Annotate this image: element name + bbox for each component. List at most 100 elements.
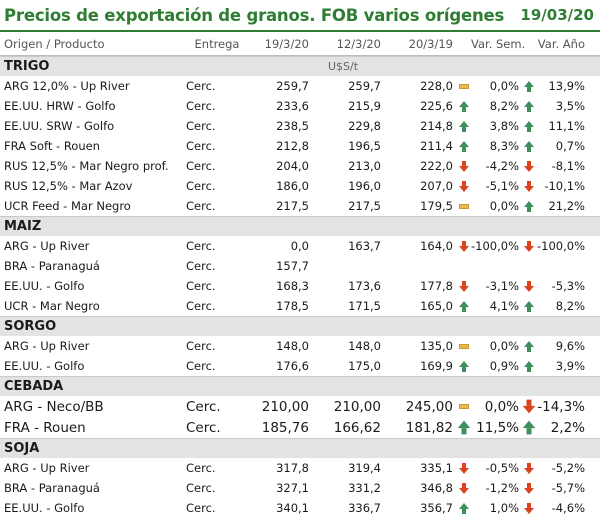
product-name: EE.UU. HRW - Golfo [4, 99, 116, 113]
arrow-down-icon [522, 399, 536, 414]
arrow-down-icon [459, 462, 469, 474]
table-row: ARG - Up River Cerc. 148,0 148,0 135,0 0,0% 9,… [0, 336, 600, 356]
var-week: 0,0% [489, 79, 519, 93]
var-year-indicator [522, 420, 536, 435]
table-row: ARG 12,0% - Up River Cerc. 259,7 259,7 228,0… [0, 76, 600, 96]
price-year-ago: 165,0 [420, 299, 453, 313]
arrow-down-icon [524, 462, 534, 474]
var-year-indicator [522, 462, 536, 474]
price-current: 0,0 [290, 239, 309, 253]
delivery: Cerc. [186, 398, 221, 415]
var-week: 8,3% [489, 139, 519, 153]
var-week-indicator [457, 360, 471, 372]
price-current: 217,5 [276, 199, 309, 213]
var-year-indicator [522, 399, 536, 414]
arrow-up-icon [524, 300, 534, 312]
price-week-ago: 210,00 [333, 398, 381, 415]
price-week-ago: 196,5 [348, 139, 381, 153]
table-row: FRA Soft - Rouen Cerc. 212,8 196,5 211,4 8,3%… [0, 136, 600, 156]
price-year-ago: 179,5 [420, 199, 453, 213]
price-current: 176,6 [276, 359, 309, 373]
var-week-indicator [457, 482, 471, 494]
price-current: 168,3 [276, 279, 309, 293]
header-var-week: Var. Sem. [471, 36, 526, 51]
table-row: ARG - Neco/BB Cerc. 210,00 210,00 245,00 0,0%… [0, 396, 600, 417]
product-name: ARG - Up River [4, 339, 90, 353]
product-name: EE.UU. - Golfo [4, 501, 85, 515]
delivery: Cerc. [186, 481, 216, 495]
price-current: 212,8 [276, 139, 309, 153]
delivery: Cerc. [186, 339, 216, 353]
arrow-down-icon [524, 240, 534, 252]
arrow-down-icon [524, 180, 534, 192]
table-row: EE.UU. - Golfo Cerc. 168,3 173,6 177,8 -3,1% -… [0, 276, 600, 296]
var-week: -4,2% [485, 159, 519, 173]
section-title: SORGO [4, 319, 57, 334]
table-row: UCR - Mar Negro Cerc. 178,5 171,5 165,0 4,1% 8… [0, 296, 600, 316]
delivery: Cerc. [186, 239, 216, 253]
price-current: 340,1 [276, 501, 309, 515]
price-current: 178,5 [276, 299, 309, 313]
arrow-up-icon [459, 120, 469, 132]
arrow-up-icon [459, 300, 469, 312]
price-year-ago: 207,0 [420, 179, 453, 193]
section-title: MAIZ [4, 219, 42, 234]
table-row: FRA - Rouen Cerc. 185,76 166,62 181,82 11,5% 2… [0, 417, 600, 438]
price-week-ago: 175,0 [348, 359, 381, 373]
var-week-indicator [457, 180, 471, 192]
price-year-ago: 164,0 [420, 239, 453, 253]
header-product: Origen / Producto [4, 36, 105, 51]
section-header-maiz: MAIZ [0, 216, 600, 236]
var-week-indicator [457, 502, 471, 514]
product-name: EE.UU. SRW - Golfo [4, 119, 115, 133]
section-title: TRIGO [4, 59, 50, 74]
var-year-indicator [522, 482, 536, 494]
arrow-down-icon [524, 280, 534, 292]
var-year-indicator [522, 502, 536, 514]
page-title: Precios de exportación de granos. FOB va… [4, 5, 505, 25]
price-year-ago: 169,9 [420, 359, 453, 373]
price-week-ago: 166,62 [333, 419, 381, 436]
price-current: 157,7 [276, 259, 309, 273]
var-year: 2,2% [550, 419, 585, 436]
var-year-indicator [522, 340, 536, 352]
arrow-down-icon [459, 482, 469, 494]
table-row: ARG - Up River Cerc. 0,0 163,7 164,0 -100,0% -… [0, 236, 600, 256]
var-week: 0,0% [489, 339, 519, 353]
price-year-ago: 245,00 [405, 398, 453, 415]
price-week-ago: 173,6 [348, 279, 381, 293]
section-title: CEBADA [4, 379, 64, 394]
delivery: Cerc. [186, 119, 216, 133]
var-year: -4,6% [551, 501, 585, 515]
var-week: 4,1% [489, 299, 519, 313]
var-week: -1,2% [485, 481, 519, 495]
arrow-down-icon [459, 180, 469, 192]
arrow-up-icon [524, 200, 534, 212]
var-week: -0,5% [485, 461, 519, 475]
product-name: RUS 12,5% - Mar Azov [4, 179, 133, 193]
var-year: 21,2% [548, 199, 585, 213]
price-week-ago: 229,8 [348, 119, 381, 133]
var-week-indicator [457, 462, 471, 474]
section-title: SOJA [4, 441, 40, 456]
var-week: 8,2% [489, 99, 519, 113]
section-header-trigo: TRIGO U$S/t [0, 56, 600, 76]
section-header-sorgo: SORGO [0, 316, 600, 336]
var-year-indicator [522, 360, 536, 372]
var-year: -14,3% [537, 398, 585, 415]
delivery: Cerc. [186, 299, 216, 313]
var-year: 8,2% [555, 299, 585, 313]
var-year: 9,6% [555, 339, 585, 353]
header-date-1: 19/3/20 [264, 36, 309, 51]
arrow-up-icon [524, 80, 534, 92]
var-year-indicator [522, 300, 536, 312]
var-week: -100,0% [471, 239, 519, 253]
price-year-ago: 228,0 [420, 79, 453, 93]
delivery: Cerc. [186, 259, 216, 273]
table-row: EE.UU. HRW - Golfo Cerc. 233,6 215,9 225,6 8,… [0, 96, 600, 116]
table-row: ARG - Up River Cerc. 317,8 319,4 335,1 -0,5% -… [0, 458, 600, 478]
no-change-icon [459, 203, 469, 209]
product-name: ARG - Up River [4, 461, 90, 475]
section-header-cebada: CEBADA [0, 376, 600, 396]
